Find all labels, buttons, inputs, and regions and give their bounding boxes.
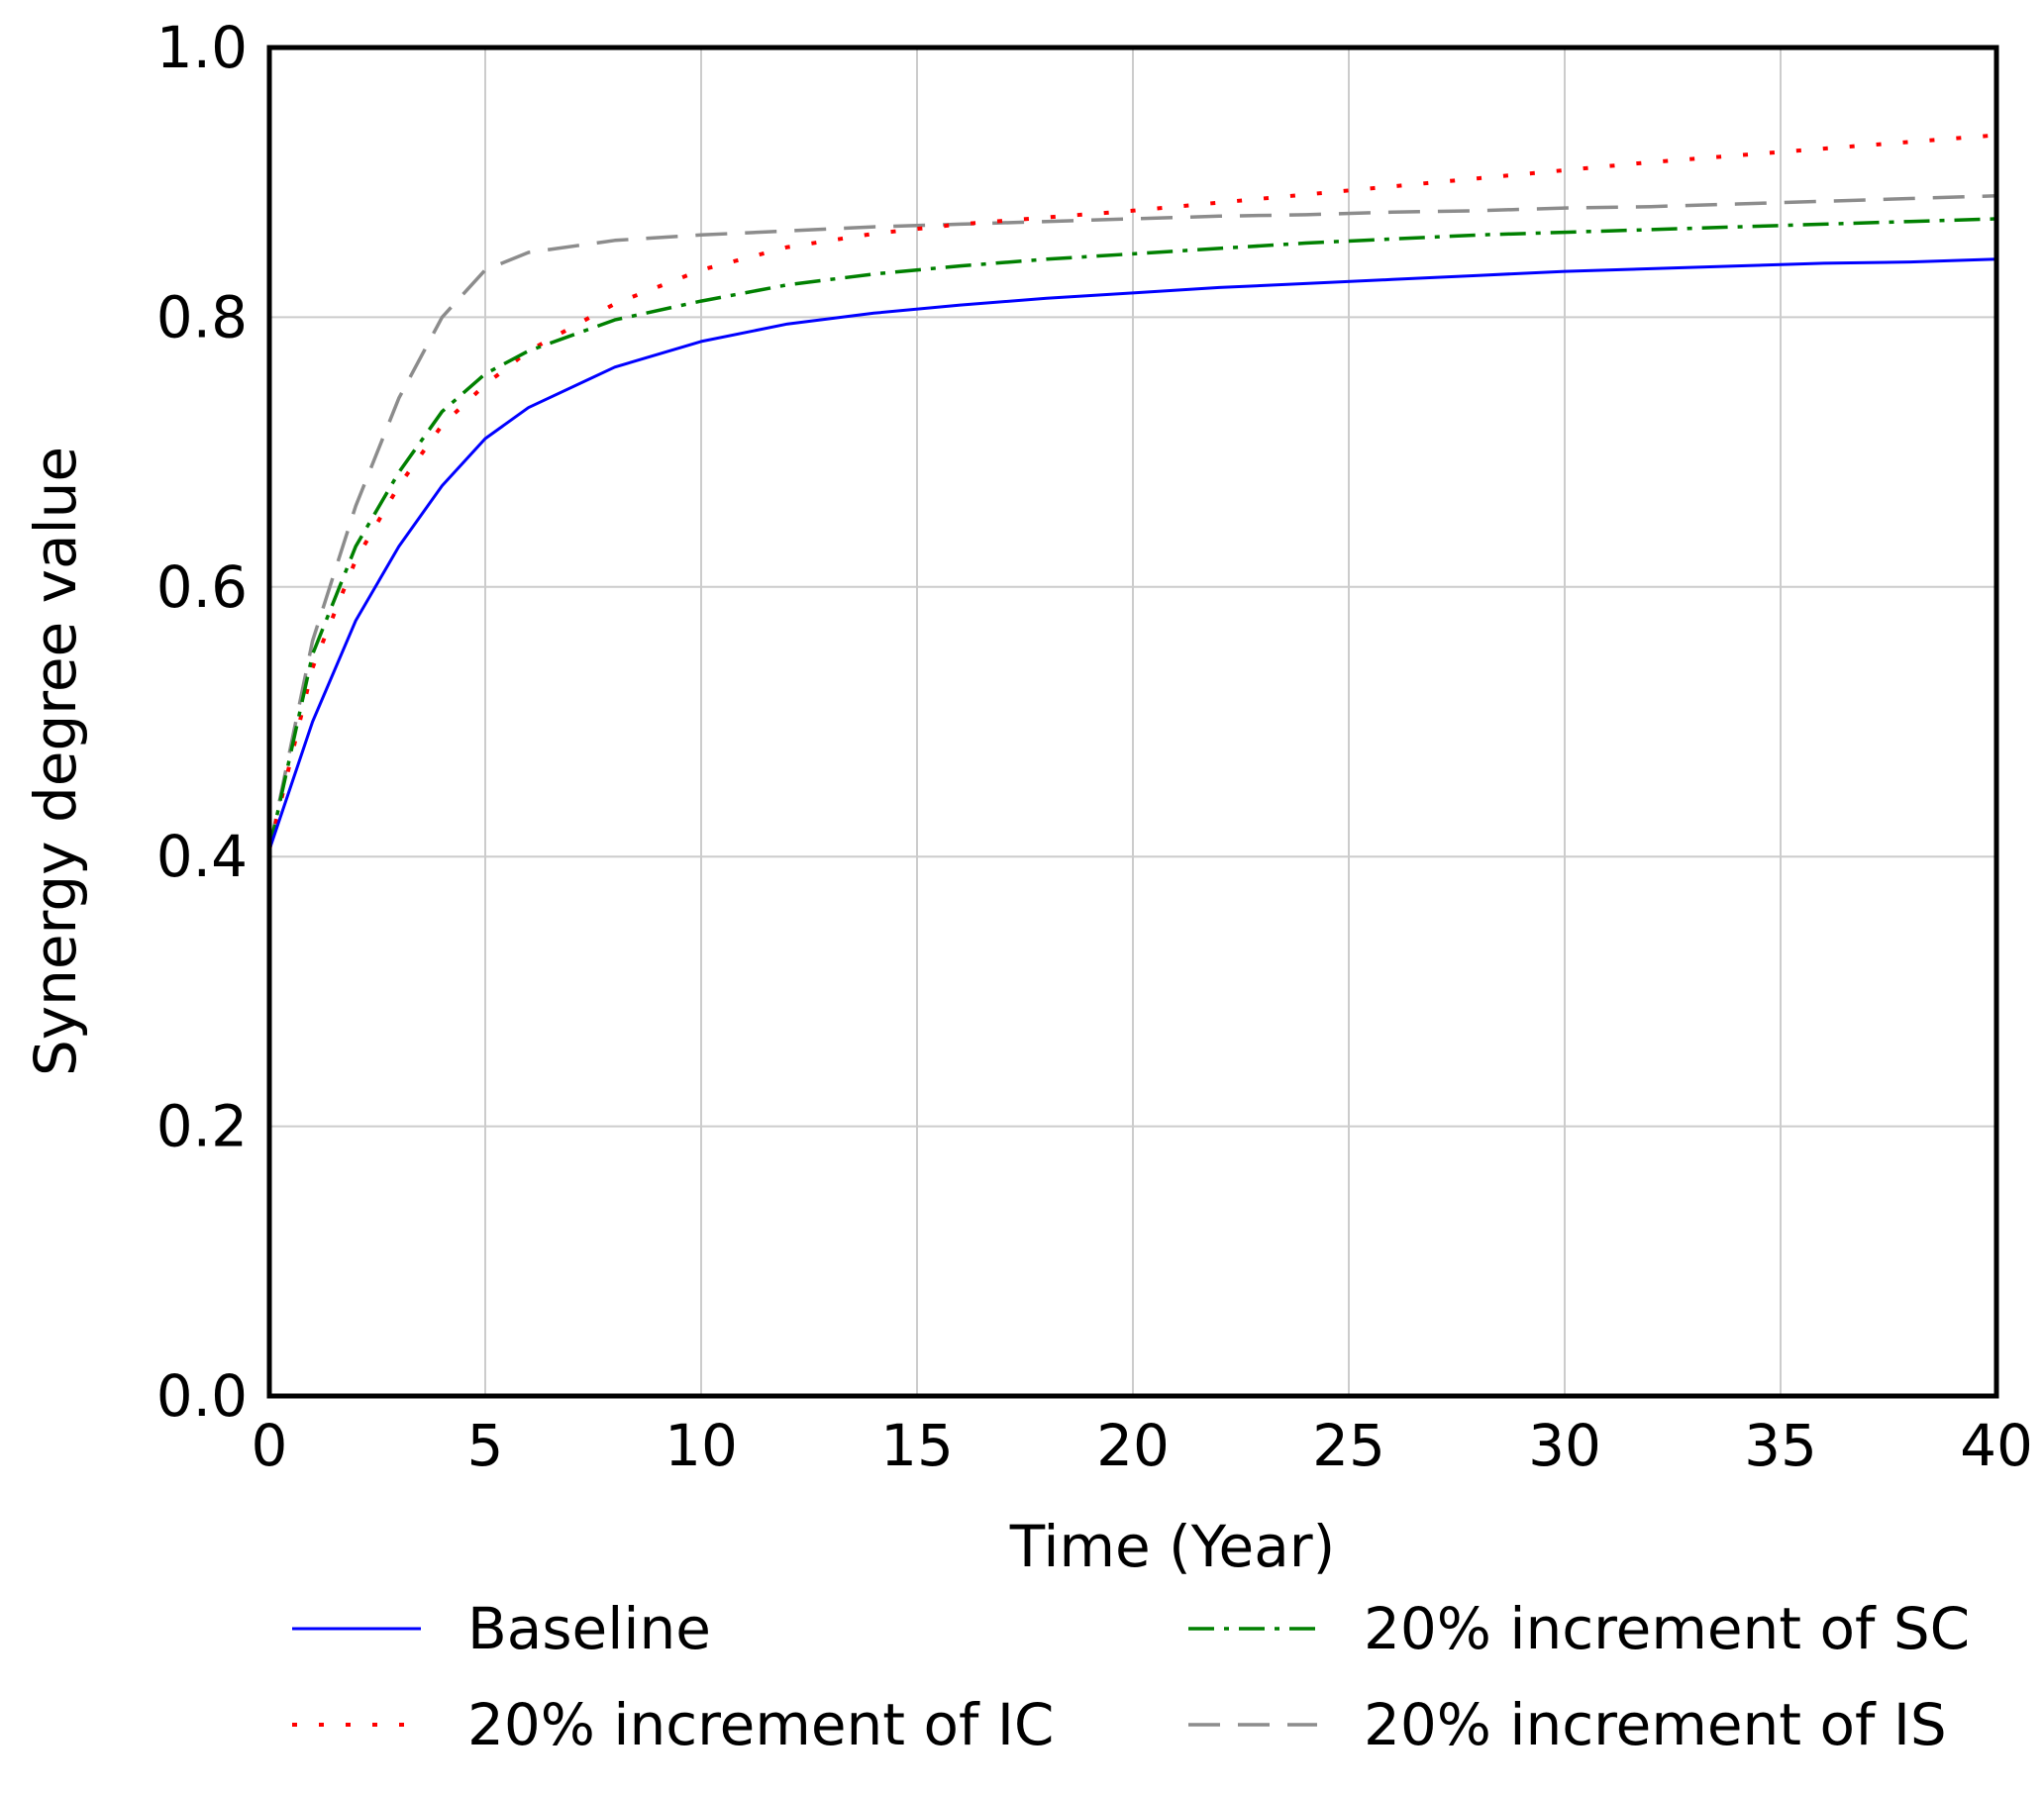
x-axis-ticks: 0 5 10 15 20 25 30 35 40 [252, 1412, 2033, 1479]
y-tick-label: 0.0 [156, 1362, 248, 1430]
series-line-20-increment-of-is [267, 194, 1997, 850]
series-lines [267, 133, 1997, 850]
x-tick-label: 10 [664, 1412, 738, 1479]
x-tick-label: 20 [1096, 1412, 1170, 1479]
legend-label: Baseline [467, 1595, 711, 1662]
series-line-20-increment-of-ic [267, 133, 1997, 850]
legend-label: 20% increment of IC [467, 1691, 1054, 1758]
legend: Baseline 20% increment of IC 20% increment… [292, 1595, 1970, 1758]
x-tick-label: 0 [252, 1412, 288, 1479]
x-tick-label: 25 [1312, 1412, 1385, 1479]
y-tick-label: 0.6 [156, 553, 248, 621]
plot-frame [266, 45, 1999, 1399]
x-axis-label: Time (Year) [1009, 1513, 1335, 1580]
y-axis-label: Synergy degree value [22, 447, 89, 1076]
series-line-baseline [267, 257, 1997, 850]
y-tick-label: 0.2 [156, 1093, 248, 1160]
legend-label: 20% increment of SC [1364, 1595, 1970, 1662]
y-tick-label: 1.0 [156, 14, 248, 81]
y-tick-label: 0.8 [156, 283, 248, 350]
x-tick-label: 40 [1960, 1412, 2033, 1479]
x-tick-label: 35 [1744, 1412, 1817, 1479]
series-line-20-increment-of-sc [267, 217, 1997, 850]
grid-lines [269, 48, 1996, 1396]
y-axis-ticks: 0.0 0.2 0.4 0.6 0.8 1.0 [156, 14, 248, 1430]
x-tick-label: 30 [1528, 1412, 1601, 1479]
x-tick-label: 5 [467, 1412, 504, 1479]
y-tick-label: 0.4 [156, 823, 248, 890]
legend-label: 20% increment of IS [1364, 1691, 1947, 1758]
x-tick-label: 15 [880, 1412, 954, 1479]
